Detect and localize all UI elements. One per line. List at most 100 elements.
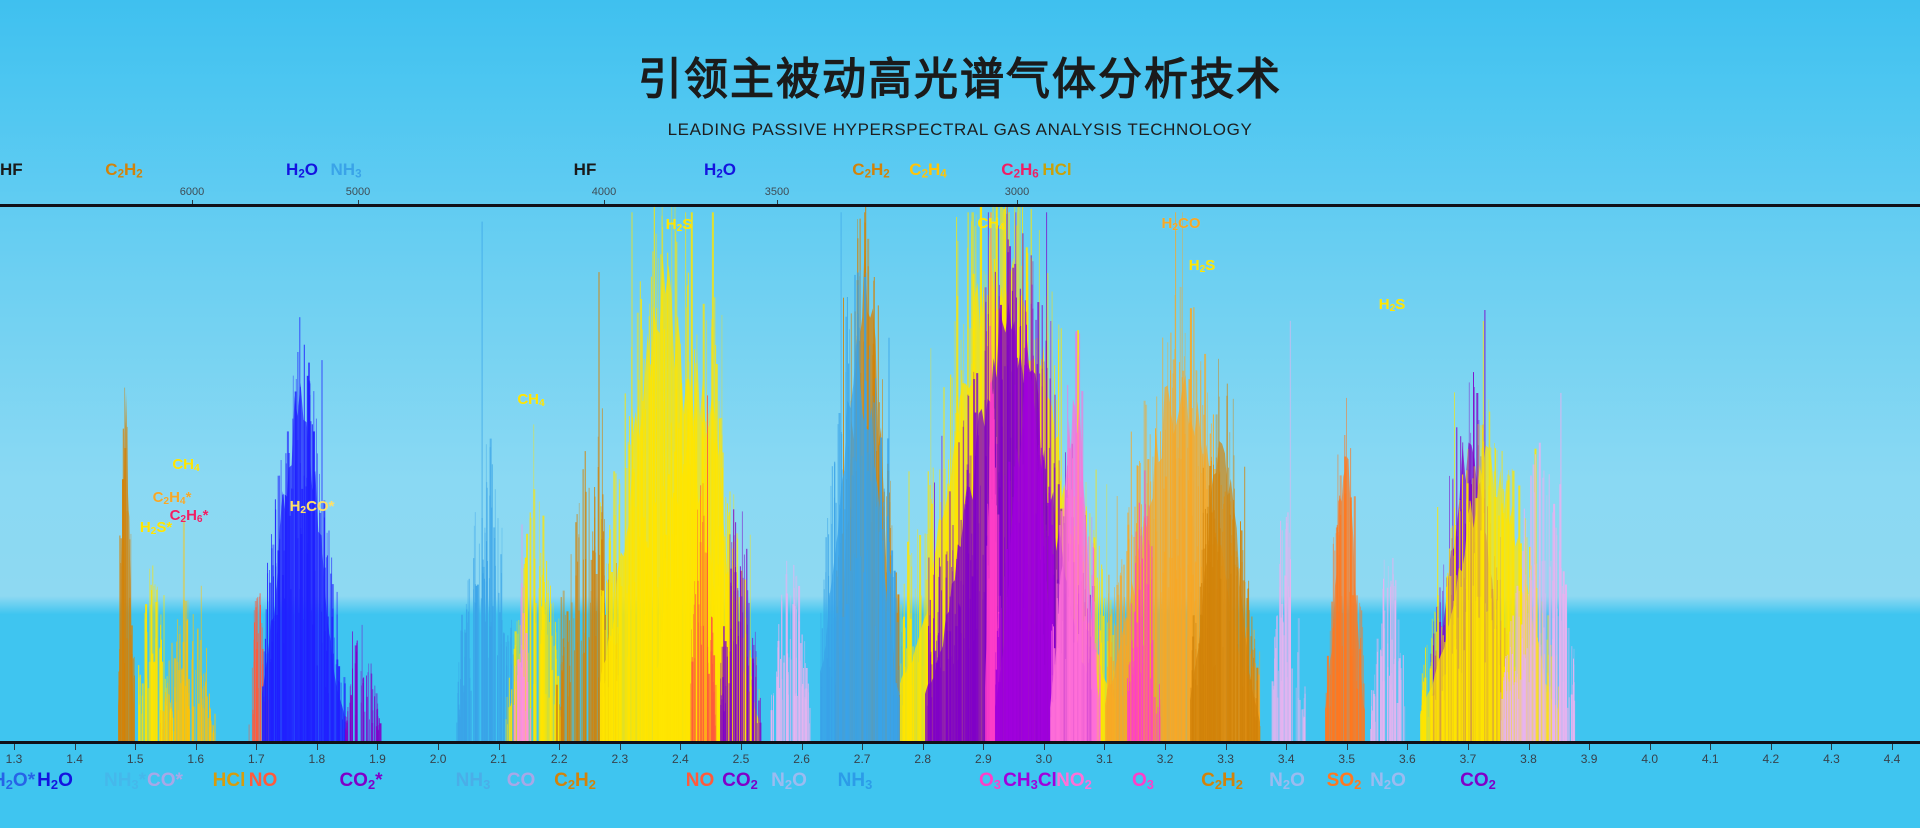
top-gas-label-c2h4-7: C2H4	[909, 160, 947, 181]
band-n2o	[1370, 558, 1406, 741]
bottom-tick-mark-3.2	[1165, 744, 1167, 750]
top-tick-mark-3500	[777, 200, 778, 207]
bottom-tick-mark-1.8	[316, 744, 318, 750]
bottom-axis: 1.3 1.4 1.5 1.6 1.7 1.8 1.9 2.0 2.1 2.2 2.3 2.4 2.5 2…	[0, 744, 1920, 828]
bottom-gas-label-no-5: NO	[248, 770, 278, 791]
band-co	[513, 524, 531, 741]
inline-gas-label-h2s-9: H2S*	[139, 519, 173, 538]
top-tick-mark-4000	[604, 200, 605, 207]
bottom-gas-label-o3-14: O3	[979, 770, 1001, 792]
bottom-gas-label-so2-20: SO2	[1326, 770, 1362, 792]
bottom-gas-label-nh3-7: NH3	[455, 770, 491, 792]
band-h2o	[262, 317, 346, 741]
bottom-tick-label-3.6: 3.6	[1399, 752, 1416, 766]
bottom-gas-label-no2-16: NO2	[1056, 770, 1092, 792]
bottom-tick-label-2.1: 2.1	[490, 752, 507, 766]
bottom-gas-label-ch3cl-15: CH3Cl	[1003, 770, 1057, 792]
top-gas-label-h2o-2: H2O	[286, 160, 318, 181]
bottom-tick-mark-4.4	[1892, 744, 1893, 750]
bottom-gas-label-co2-22: CO2	[1460, 770, 1496, 792]
band-h2s	[138, 565, 176, 741]
bottom-tick-mark-4.0	[1649, 744, 1651, 750]
band-co2	[720, 509, 762, 741]
page-title: 引领主被动高光谱气体分析技术	[638, 54, 1282, 105]
bottom-tick-mark-3.1	[1104, 744, 1106, 750]
bottom-tick-label-1.5: 1.5	[126, 752, 144, 766]
bottom-tick-label-4.2: 4.2	[1762, 752, 1780, 766]
top-tick-label-5000: 5000	[345, 186, 371, 198]
bottom-tick-mark-1.6	[195, 744, 197, 750]
bottom-tick-mark-2.8	[922, 744, 924, 750]
band-n2o	[1500, 392, 1576, 741]
inline-gas-label-c2h4-7: C2H4*	[152, 489, 192, 508]
bottom-tick-label-2.4: 2.4	[672, 752, 689, 766]
bottom-tick-mark-3.4	[1286, 744, 1288, 750]
top-gas-label-c2h6-8: C2H6	[1001, 160, 1039, 181]
bottom-tick-label-3.0: 3.0	[1035, 752, 1053, 766]
band-nh3	[456, 221, 521, 741]
bottom-tick-mark-2.4	[680, 744, 682, 750]
band-ch4	[505, 424, 561, 741]
bottom-tick-label-3.1: 3.1	[1096, 752, 1113, 766]
bottom-gas-label-n2o-19: N2O	[1269, 770, 1305, 792]
bottom-tick-label-3.4: 3.4	[1277, 752, 1295, 766]
spectra-canvas	[118, 207, 1576, 741]
top-gas-label-hcl-9: HCl	[1042, 160, 1072, 179]
top-gas-label-hf-0: HF	[0, 160, 23, 179]
bottom-gas-label-h2o-0: H2O*	[0, 770, 36, 792]
bottom-tick-label-3.5: 3.5	[1338, 752, 1356, 766]
band-no	[248, 593, 269, 741]
inline-gas-label-h2s-4: H2S	[1378, 296, 1406, 315]
bottom-tick-mark-3.7	[1467, 744, 1469, 750]
top-tick-mark-6000	[192, 200, 193, 207]
top-tick-label-3500: 3500	[764, 186, 790, 198]
bottom-tick-label-1.8: 1.8	[308, 752, 326, 766]
bottom-tick-mark-2.0	[438, 744, 440, 750]
inline-gas-label-h2co-10: H2CO*	[289, 498, 335, 517]
bottom-tick-mark-1.9	[377, 744, 379, 750]
bottom-tick-mark-1.5	[135, 744, 137, 750]
band-c2h2	[118, 387, 135, 741]
bottom-tick-label-4.1: 4.1	[1701, 752, 1719, 766]
top-gas-label-hf-4: HF	[573, 160, 597, 179]
top-gas-label-c2h2-1: C2H2	[105, 160, 143, 181]
bottom-tick-mark-4.3	[1831, 744, 1833, 750]
band-n2o	[1271, 320, 1306, 741]
bottom-tick-label-1.9: 1.9	[369, 752, 386, 766]
bottom-tick-mark-3.3	[1225, 744, 1227, 750]
inline-gas-label-h2s-0: H2S	[665, 216, 693, 235]
bottom-tick-label-2.3: 2.3	[611, 752, 629, 766]
bottom-tick-label-3.2: 3.2	[1156, 752, 1174, 766]
top-axis: HF C2H2 H2O NH3 HF H2O C2H2 C2H4 C2H6 HCl 6000 5000…	[0, 160, 1920, 207]
bottom-tick-mark-2.9	[983, 744, 985, 750]
top-gas-label-h2o-5: H2O	[704, 160, 736, 181]
bottom-tick-mark-4.2	[1770, 744, 1772, 750]
bottom-tick-mark-2.5	[740, 744, 742, 750]
band-so2	[1325, 397, 1365, 741]
bottom-gas-label-c2h2-18: C2H2	[1201, 770, 1243, 792]
bottom-tick-label-1.4: 1.4	[66, 752, 83, 766]
bottom-tick-mark-3.8	[1528, 744, 1530, 750]
bottom-gas-label-nh3-2: NH3*	[103, 770, 147, 792]
inline-gas-label-h2s-3: H2S	[1188, 257, 1216, 276]
bottom-gas-label-n2o-12: N2O	[771, 770, 807, 792]
band-c2h2	[1190, 358, 1261, 741]
bottom-gas-label-hcl-4: HCl	[212, 770, 246, 791]
bottom-tick-label-1.7: 1.7	[247, 752, 265, 766]
bottom-tick-label-2.9: 2.9	[974, 752, 992, 766]
band-no2	[1050, 331, 1101, 741]
bottom-tick-mark-2.6	[801, 744, 803, 750]
bottom-tick-mark-1.4	[74, 744, 76, 750]
top-tick-label-3000: 3000	[1004, 186, 1030, 198]
band-co2	[345, 624, 382, 741]
bottom-tick-label-4.3: 4.3	[1823, 752, 1840, 766]
bottom-tick-mark-1.7	[256, 744, 258, 750]
bottom-gas-label-o3-17: O3	[1132, 770, 1154, 792]
top-tick-mark-5000	[358, 200, 359, 207]
bottom-gas-label-co2-11: CO2	[722, 770, 758, 792]
top-axis-line	[0, 204, 1920, 207]
inline-gas-label-ch4-5: CH4	[517, 391, 545, 410]
bottom-tick-mark-4.1	[1710, 744, 1712, 750]
bottom-tick-mark-3.6	[1407, 744, 1409, 750]
page-subtitle: LEADING PASSIVE HYPERSPECTRAL GAS ANALYS…	[667, 120, 1253, 139]
